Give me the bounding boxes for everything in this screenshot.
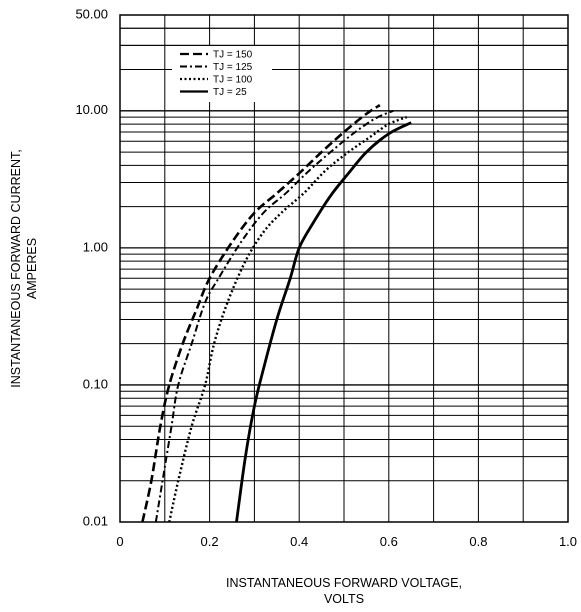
legend-label: TJ = 150 — [213, 50, 253, 61]
series-line-2 — [154, 109, 394, 523]
x-tick-label: 1.0 — [559, 534, 577, 549]
y-axis-label-line-2: AMPERES — [25, 238, 39, 299]
x-tick-label: 0.2 — [201, 534, 219, 549]
tick-labels: 0 0.2 0.4 0.6 0.8 1.0 0.01 0.10 1.00 10.00 50.00 — [75, 6, 577, 549]
legend-label: TJ = 25 — [213, 87, 247, 98]
legend-background — [172, 46, 272, 102]
plot-frame — [119, 14, 569, 523]
y-tick-label: 10.00 — [75, 102, 108, 117]
x-tick-label: 0 — [116, 534, 123, 549]
y-axis-label: INSTANTANEOUS FORWARD CURRENT, — [9, 149, 23, 387]
x-axis-label-line-2: VOLTS — [324, 592, 364, 606]
legend-label: TJ = 125 — [213, 62, 253, 73]
series-line-1 — [141, 104, 381, 523]
y-tick-label: 0.10 — [83, 376, 108, 391]
grid — [120, 15, 568, 522]
x-tick-label: 0.8 — [469, 534, 487, 549]
x-tick-label: 0.6 — [380, 534, 398, 549]
y-tick-label: 50.00 — [75, 6, 108, 21]
series-line-3 — [168, 115, 408, 523]
x-tick-label: 0.4 — [290, 534, 308, 549]
series-line-4 — [235, 121, 412, 523]
y-tick-label: 1.00 — [83, 239, 108, 254]
x-axis-label: INSTANTANEOUS FORWARD VOLTAGE, — [226, 576, 462, 590]
series-group — [141, 104, 412, 523]
y-tick-label: 0.01 — [83, 513, 108, 528]
legend-label: TJ = 100 — [213, 75, 253, 86]
